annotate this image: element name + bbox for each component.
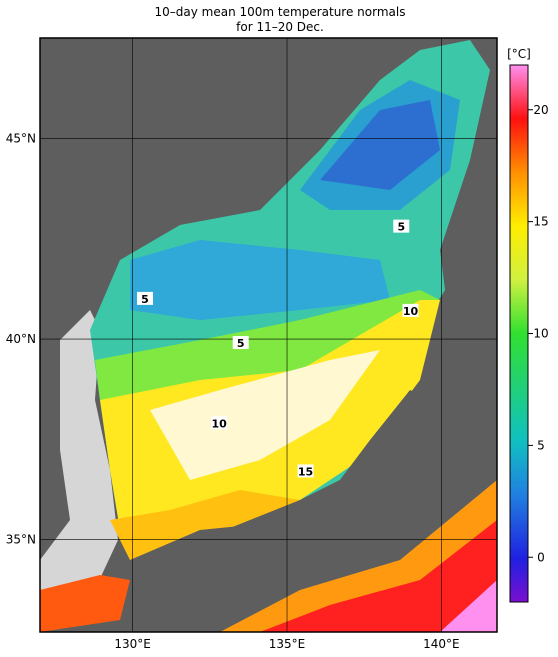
title: 10–day mean 100m temperature normals: [155, 5, 406, 19]
contour-label-box: [136, 291, 153, 305]
contour-label-box: [393, 219, 410, 233]
colorbar-tick-label: 20: [533, 103, 548, 117]
map-frame: [39, 37, 498, 633]
graticule: [40, 38, 497, 632]
map: 5 5 10 5 10 15: [40, 38, 497, 632]
contour-labels: 5 5 10 5 10 15: [136, 219, 419, 478]
colorbar-tick-label: 0: [537, 550, 545, 564]
x-tick-label: 140°E: [423, 637, 460, 651]
y-tick-label: 45°N: [6, 131, 36, 145]
colorbar-unit: [°C]: [507, 47, 531, 61]
y-tick-label: 40°N: [6, 332, 36, 346]
contour-label: 10: [211, 417, 227, 430]
subtitle: for 11–20 Dec.: [236, 20, 324, 34]
contour-label: 15: [298, 465, 313, 478]
contour-label: 10: [403, 305, 419, 318]
y-tick-label: 35°N: [6, 533, 36, 547]
contour-label: 5: [141, 293, 149, 306]
x-tick-label: 135°E: [269, 637, 306, 651]
contour-label-box: [402, 303, 419, 317]
contour-label-box: [297, 464, 314, 478]
contour-label: 5: [397, 221, 405, 234]
contour-label-box: [232, 336, 249, 350]
colorbar-tick-label: 5: [537, 438, 545, 452]
colorbar-tick-label: 15: [533, 215, 548, 229]
contour-label-box: [211, 416, 228, 430]
contour-label: 5: [237, 337, 245, 350]
colorbar: [509, 64, 529, 603]
colorbar-tick-label: 10: [533, 327, 548, 341]
x-tick-label: 130°E: [114, 637, 151, 651]
